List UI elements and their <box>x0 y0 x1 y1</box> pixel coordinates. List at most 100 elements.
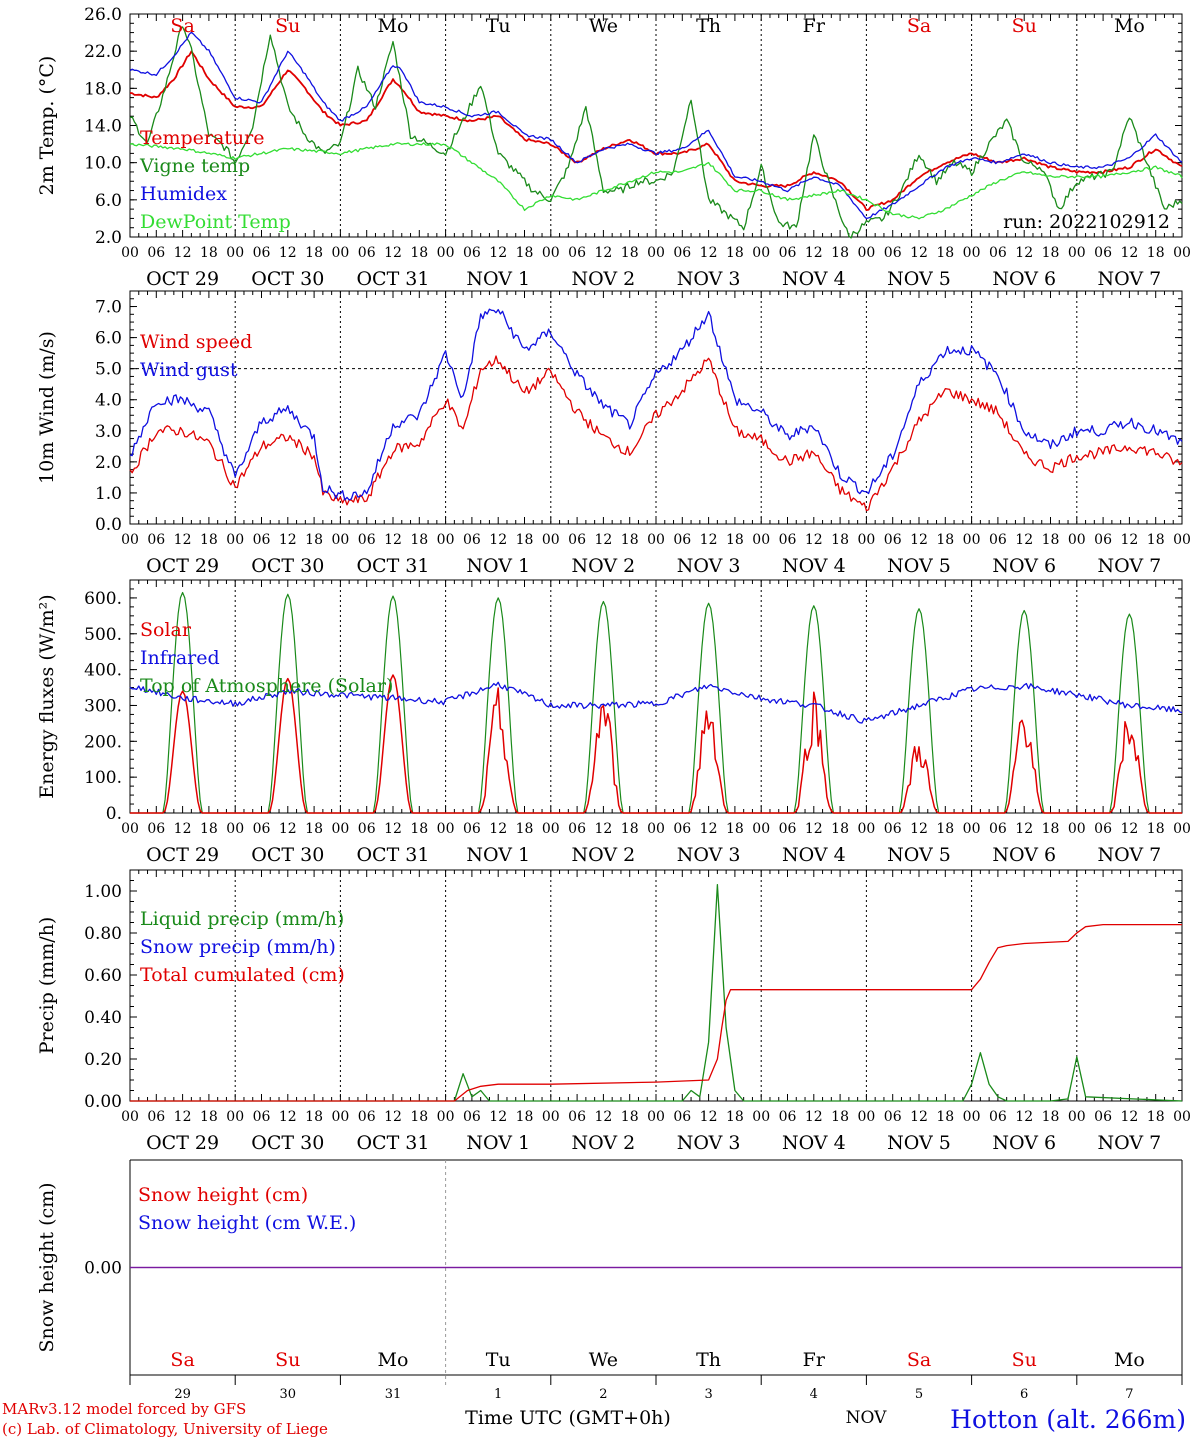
hour-label: 12 <box>1015 245 1033 261</box>
legend-snow-height-cm-: Snow height (cm) <box>138 1184 308 1206</box>
hour-label: 18 <box>200 532 218 548</box>
hour-label: 00 <box>963 1109 981 1125</box>
hour-label: 06 <box>779 821 797 837</box>
series-vigne-temp <box>129 26 1183 239</box>
hour-label: 00 <box>1173 1109 1191 1125</box>
panel-snow: 0.00 Snow height (cm) Snow height (cm) Snow… <box>36 1159 1183 1402</box>
hour-label: 00 <box>226 1109 244 1125</box>
date-label: OCT 29 <box>146 1132 219 1154</box>
hour-label: 12 <box>1015 821 1033 837</box>
y-axis-label: Energy fluxes (W/m²) <box>36 594 58 798</box>
y-axis-label: Snow height (cm) <box>36 1182 58 1352</box>
date-label: NOV 7 <box>1098 555 1162 577</box>
y-axis-label: Precip (mm/h) <box>36 917 58 1055</box>
legend-infrared: Infrared <box>140 647 220 669</box>
hour-label: 12 <box>1015 532 1033 548</box>
date-label: NOV 4 <box>782 268 846 290</box>
hour-label: 06 <box>1094 245 1112 261</box>
hour-label: 06 <box>884 245 902 261</box>
y-tick-label: 6.0 <box>95 329 122 349</box>
hour-label: 00 <box>752 821 770 837</box>
date-label: NOV 4 <box>782 555 846 577</box>
hour-label: 06 <box>568 1109 586 1125</box>
hour-label: 18 <box>200 245 218 261</box>
hour-label: 06 <box>463 1109 481 1125</box>
day-name-label: Th <box>696 1349 721 1371</box>
hour-label: 00 <box>752 532 770 548</box>
hour-label: 18 <box>726 1109 744 1125</box>
y-tick-label: 100. <box>84 768 122 788</box>
date-label: NOV 7 <box>1098 844 1162 866</box>
hour-label: 12 <box>489 821 507 837</box>
series-humidex <box>129 31 1183 220</box>
hour-label: 18 <box>831 245 849 261</box>
hour-label: 00 <box>542 821 560 837</box>
hour-label: 18 <box>1147 1109 1165 1125</box>
day-name-label: Sa <box>170 15 194 37</box>
day-number-label: 2 <box>599 1387 607 1402</box>
y-tick-label: 26.0 <box>84 5 122 25</box>
hour-label: 18 <box>936 532 954 548</box>
hour-label: 06 <box>884 532 902 548</box>
legend-temperature: Temperature <box>140 127 264 149</box>
hour-label: 18 <box>516 1109 534 1125</box>
hour-label: 18 <box>1042 532 1060 548</box>
hour-label: 00 <box>647 821 665 837</box>
y-axis-label: 2m Temp. (°C) <box>36 56 58 196</box>
hour-label: 00 <box>1068 245 1086 261</box>
day-name-label: We <box>589 15 618 37</box>
hour-label: 12 <box>279 245 297 261</box>
day-name-label: Su <box>1012 1349 1037 1371</box>
date-label: OCT 31 <box>356 844 429 866</box>
hour-label: 12 <box>910 245 928 261</box>
hour-label: 12 <box>279 821 297 837</box>
series-dewpoint-temp <box>129 142 1183 220</box>
hour-label: 00 <box>226 532 244 548</box>
hour-label: 12 <box>489 532 507 548</box>
y-tick-label: 0. <box>106 804 122 824</box>
day-name-label: Sa <box>170 1349 194 1371</box>
y-tick-label: 18.0 <box>84 79 122 99</box>
y-tick-label: 7.0 <box>95 298 122 318</box>
date-label: NOV 3 <box>677 1132 741 1154</box>
hour-label: 00 <box>331 245 349 261</box>
hour-label: 00 <box>121 245 139 261</box>
day-number-label: 7 <box>1125 1387 1133 1402</box>
hour-label: 12 <box>805 1109 823 1125</box>
y-tick-label: 2.0 <box>95 453 122 473</box>
day-name-label: Tu <box>486 15 511 37</box>
hour-label: 06 <box>673 245 691 261</box>
date-label: NOV 5 <box>887 268 951 290</box>
hour-label: 06 <box>779 1109 797 1125</box>
day-name-label: Su <box>275 15 300 37</box>
hour-label: 06 <box>568 245 586 261</box>
hour-label: 00 <box>963 245 981 261</box>
hour-label: 18 <box>410 532 428 548</box>
y-tick-label: 4.0 <box>95 391 122 411</box>
hour-label: 18 <box>1042 1109 1060 1125</box>
series-liquid-precip-mm-h- <box>130 884 1183 1102</box>
hour-label: 12 <box>805 821 823 837</box>
series-infrared <box>129 681 1183 724</box>
date-label: OCT 30 <box>251 268 324 290</box>
hour-label: 12 <box>910 821 928 837</box>
hour-label: 06 <box>989 821 1007 837</box>
hour-label: 00 <box>331 532 349 548</box>
hour-label: 06 <box>673 1109 691 1125</box>
hour-label: 00 <box>331 821 349 837</box>
hour-label: 18 <box>621 1109 639 1125</box>
hour-label: 12 <box>384 532 402 548</box>
hour-label: 12 <box>594 532 612 548</box>
hour-label: 12 <box>1120 245 1138 261</box>
footer: MARv3.12 model forced by GFS (c) Lab. of… <box>2 1400 1186 1438</box>
hour-label: 06 <box>147 1109 165 1125</box>
date-label: NOV 7 <box>1098 1132 1162 1154</box>
hour-label: 06 <box>358 245 376 261</box>
hour-label: 18 <box>831 821 849 837</box>
hour-label: 00 <box>121 532 139 548</box>
hour-label: 06 <box>568 532 586 548</box>
y-axis-label: 10m Wind (m/s) <box>36 331 58 484</box>
hour-label: 06 <box>463 245 481 261</box>
date-label: NOV 2 <box>572 268 636 290</box>
